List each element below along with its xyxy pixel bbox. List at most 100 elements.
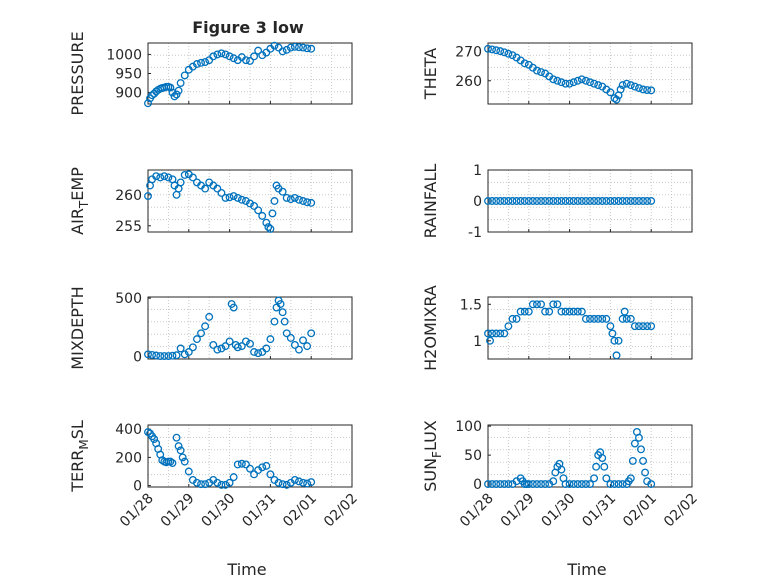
data-point <box>553 300 562 309</box>
data-point <box>233 343 242 352</box>
data-point <box>524 197 533 205</box>
data-point <box>307 44 316 53</box>
y-axis-label: AIRTEMP <box>68 167 91 235</box>
y-tick-label: 0 <box>133 479 142 495</box>
data-point <box>537 68 545 76</box>
y-axis-label: MIXDEPTH <box>68 286 87 369</box>
data-point <box>565 480 574 489</box>
data-point <box>295 195 303 204</box>
data-point <box>233 193 242 202</box>
subplot-mixdepth: 0 500 MIXDEPTH <box>68 286 353 370</box>
data-point <box>290 193 299 202</box>
data-point <box>626 81 635 90</box>
data-point <box>488 480 497 489</box>
data-point <box>164 173 173 182</box>
data-point <box>610 197 619 205</box>
data-point <box>635 84 643 92</box>
data-point <box>213 50 222 59</box>
data-point <box>620 307 629 316</box>
subplot-theta: 260 270 THETA <box>421 42 693 105</box>
data-point <box>150 435 159 444</box>
data-point <box>577 480 586 489</box>
data-point <box>221 193 230 202</box>
data-point <box>553 197 562 205</box>
data-point <box>512 314 521 323</box>
data-point <box>307 329 316 338</box>
data-point <box>229 303 238 312</box>
data-point <box>610 480 619 489</box>
data-point <box>246 56 254 65</box>
data-point <box>565 307 574 316</box>
x-axis-label: Time <box>226 560 266 579</box>
data-point <box>647 197 656 205</box>
subplot-sun-flux: 0 50 100 SUNFLUX 01/28 01/29 01/30 01/31 02/01 02… <box>421 419 701 579</box>
data-point <box>504 197 513 205</box>
data-point <box>176 178 185 187</box>
data-point <box>512 197 521 205</box>
data-point <box>286 43 295 52</box>
data-point <box>549 477 558 486</box>
data-point <box>528 300 537 309</box>
data-point <box>156 352 165 361</box>
data-point <box>520 59 529 68</box>
data-point <box>508 51 517 60</box>
data-point <box>606 480 615 489</box>
data-point <box>586 197 594 205</box>
data-point <box>176 344 185 353</box>
y-tick-label: 200 <box>115 450 142 466</box>
data-point <box>193 478 201 487</box>
data-point <box>496 329 505 338</box>
data-point <box>144 99 152 108</box>
data-point <box>282 480 291 489</box>
x-tick-label: 02/02 <box>661 491 701 531</box>
data-point <box>492 329 501 338</box>
data-point <box>608 329 617 338</box>
data-point <box>592 462 601 471</box>
data-point <box>602 197 611 205</box>
data-point <box>266 335 275 344</box>
data-point <box>268 209 277 218</box>
data-point <box>496 47 505 56</box>
data-point <box>201 322 210 331</box>
y-tick-label: 255 <box>115 219 142 235</box>
data-point <box>254 46 263 55</box>
data-point <box>553 76 562 85</box>
data-point <box>168 351 177 360</box>
data-point <box>197 58 205 67</box>
data-point <box>561 79 570 88</box>
data-point <box>528 197 537 205</box>
data-point <box>229 473 238 482</box>
data-point <box>166 457 175 466</box>
data-point <box>602 314 611 323</box>
x-tick-label: 02/02 <box>321 491 361 531</box>
data-point <box>594 81 603 90</box>
data-point <box>213 478 222 487</box>
data-point <box>504 480 513 489</box>
data-point <box>618 81 627 90</box>
data-point <box>492 197 501 205</box>
data-point <box>484 197 492 205</box>
data-point <box>278 187 287 196</box>
data-point <box>241 460 250 469</box>
data-point <box>630 197 639 205</box>
data-point <box>180 350 189 359</box>
data-point <box>565 79 574 88</box>
data-point <box>488 45 497 54</box>
data-point <box>537 197 545 205</box>
subplot-pressure: 900 950 1000 PRESSURE Figure 3 low <box>68 18 353 116</box>
data-point <box>561 307 570 316</box>
data-point <box>618 197 627 205</box>
data-point <box>303 44 312 53</box>
data-point <box>174 86 183 95</box>
data-point <box>225 193 234 202</box>
y-tick-label: 0 <box>473 194 482 210</box>
data-point <box>172 433 181 442</box>
data-point <box>225 478 234 487</box>
axes-frame <box>487 296 693 360</box>
y-axis-label: RAINFALL <box>421 164 440 239</box>
data-point <box>178 453 187 462</box>
data-point <box>278 47 287 56</box>
data-point <box>172 90 181 99</box>
data-point <box>241 56 250 65</box>
